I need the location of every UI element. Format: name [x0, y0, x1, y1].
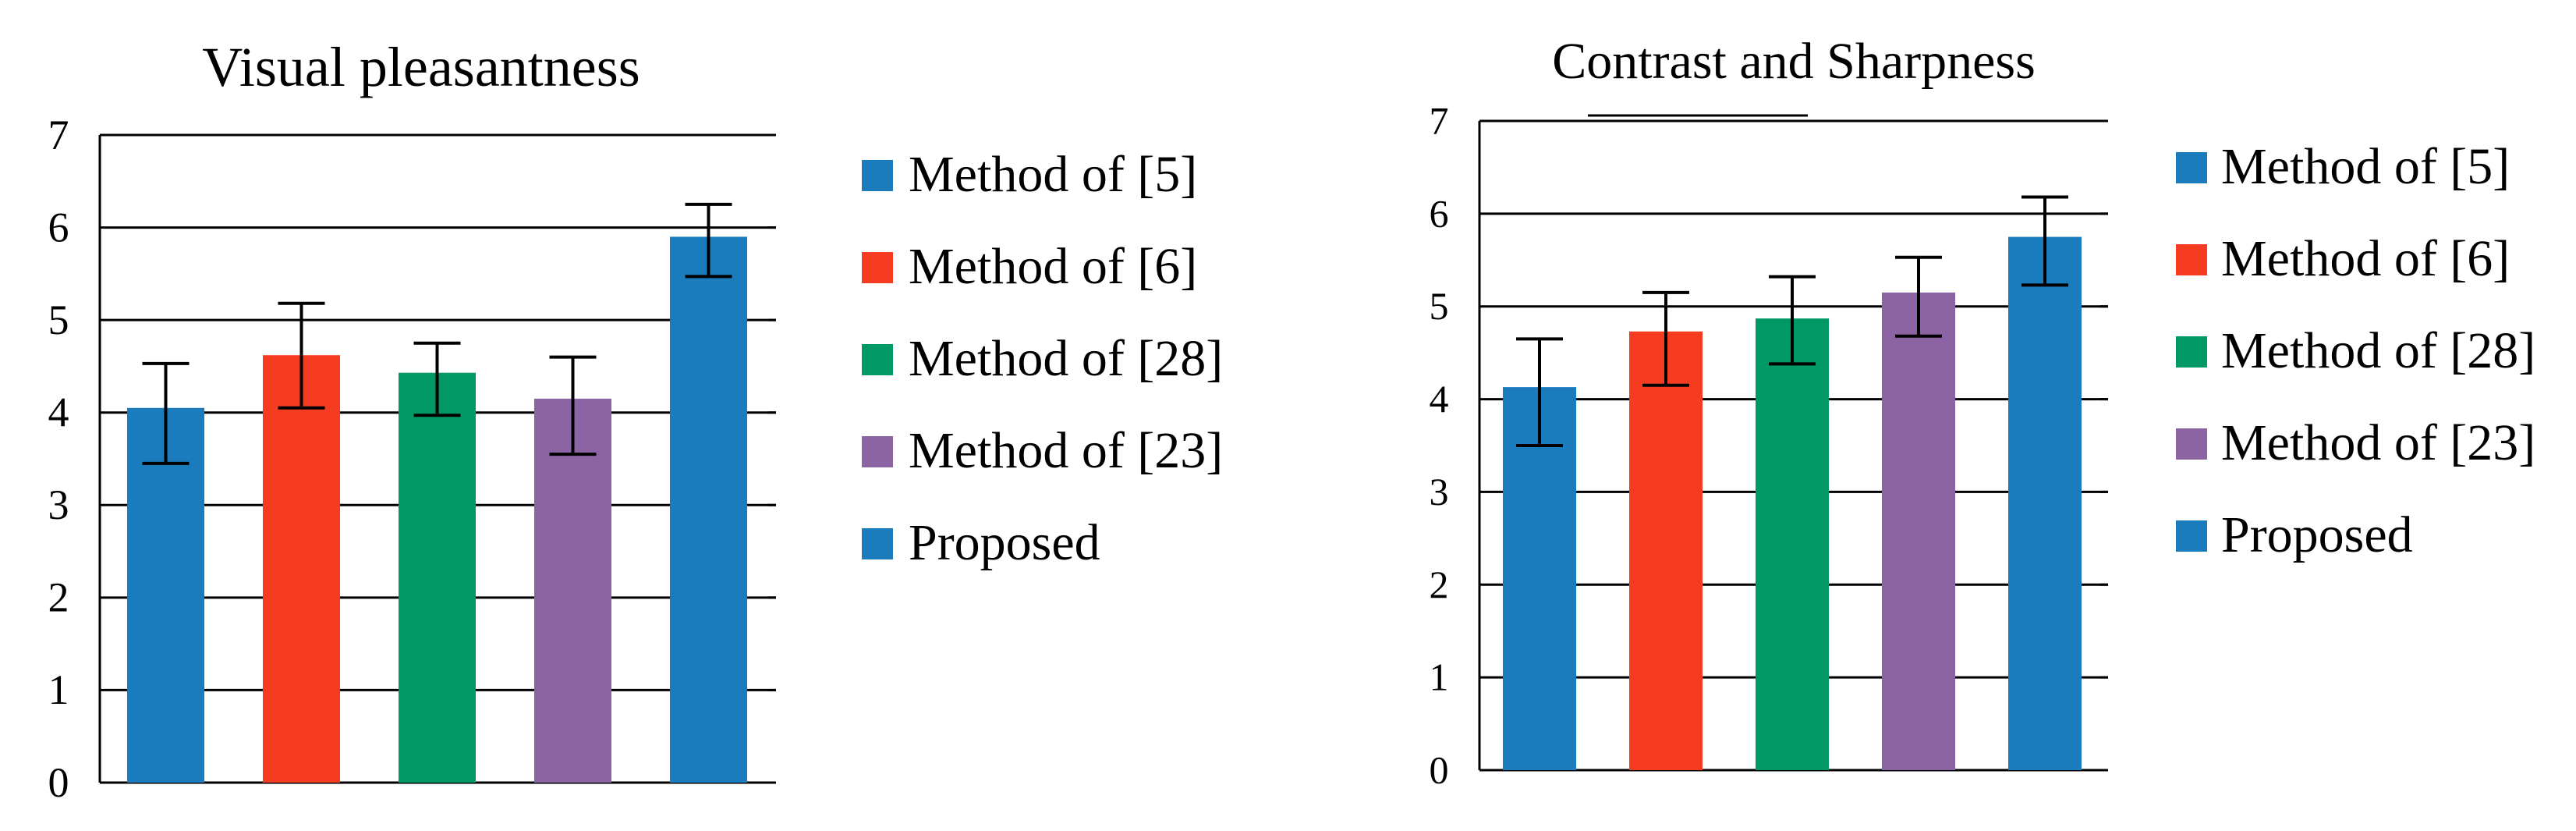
y-tick-label: 0	[1430, 748, 1449, 792]
y-tick-label: 3	[1430, 470, 1449, 513]
legend: Method of [5] Method of [6] Method of [2…	[2176, 138, 2535, 563]
y-tick-label: 2	[1430, 563, 1449, 606]
y-tick-label: 4	[48, 389, 69, 436]
y-tick-label: 6	[1430, 191, 1449, 235]
legend-label: Method of [6]	[2221, 230, 2510, 287]
y-tick-label: 6	[48, 204, 69, 250]
y-tick-label: 2	[48, 574, 69, 621]
plot-area: 0 1 2 3 4 5 6 7	[48, 112, 776, 806]
legend-label: Proposed	[2221, 506, 2413, 563]
y-tick-label: 4	[1430, 377, 1449, 421]
legend-label: Method of [5]	[2221, 138, 2510, 195]
y-tick-label: 3	[48, 481, 69, 528]
legend-swatch-method-5	[862, 160, 893, 191]
legend-label: Method of [5]	[909, 146, 1197, 203]
legend-swatch-method-28	[2176, 336, 2207, 368]
y-tick-label: 5	[1430, 284, 1449, 328]
y-tick-label: 1	[1430, 655, 1449, 699]
legend-item: Method of [23]	[862, 422, 1223, 479]
legend-item: Method of [5]	[2176, 138, 2510, 195]
legend-swatch-method-23	[862, 436, 893, 467]
bar	[399, 372, 476, 783]
y-tick-labels: 0 1 2 3 4 5 6 7	[1430, 99, 1449, 792]
legend-swatch-method-5	[2176, 152, 2207, 183]
legend-label: Method of [23]	[909, 422, 1223, 479]
legend-item: Method of [5]	[862, 146, 1197, 203]
plot-area: 0 1 2 3 4 5 6 7	[1430, 99, 2108, 792]
legend: Method of [5] Method of [6] Method of [2…	[862, 146, 1223, 571]
legend-item: Proposed	[862, 514, 1100, 571]
legend-item: Method of [6]	[2176, 230, 2510, 287]
legend-item: Proposed	[2176, 506, 2413, 563]
chart-title: Contrast and Sharpness	[1552, 33, 2036, 90]
y-tick-label: 1	[48, 666, 69, 713]
bar	[1882, 292, 1955, 770]
bar	[127, 407, 204, 783]
legend-item: Method of [6]	[862, 238, 1197, 295]
y-tick-label: 7	[1430, 99, 1449, 143]
legend-label: Proposed	[909, 514, 1100, 571]
legend-swatch-method-23	[2176, 428, 2207, 460]
legend-label: Method of [28]	[2221, 322, 2535, 379]
error-bars	[142, 202, 732, 465]
bar	[534, 398, 611, 783]
legend-swatch-proposed	[2176, 520, 2207, 552]
legend-item: Method of [28]	[2176, 322, 2535, 379]
chart-title: Visual pleasantness	[202, 36, 640, 98]
legend-item: Method of [23]	[2176, 414, 2535, 471]
bar	[1503, 387, 1576, 770]
bar	[670, 236, 747, 783]
legend-swatch-method-6	[862, 252, 893, 283]
y-tick-labels: 0 1 2 3 4 5 6 7	[48, 112, 69, 806]
legend-item: Method of [28]	[862, 330, 1223, 387]
legend-swatch-proposed	[862, 528, 893, 559]
legend-label: Method of [23]	[2221, 414, 2535, 471]
error-bars	[1516, 195, 2068, 447]
bar	[1756, 318, 1829, 770]
y-tick-label: 7	[48, 112, 69, 158]
legend-label: Method of [28]	[909, 330, 1223, 387]
legend-label: Method of [6]	[909, 238, 1197, 295]
bars	[127, 236, 747, 783]
chart-visual-pleasantness: Visual pleasantness 0 1 2 3 4 5 6 7 Method of […	[48, 36, 1224, 806]
bar	[263, 355, 340, 783]
chart-contrast-sharpness: Contrast and Sharpness 0 1 2 3 4 5 6 7 Method o…	[1430, 33, 2536, 792]
legend-swatch-method-6	[2176, 244, 2207, 275]
bar	[2008, 236, 2082, 771]
y-tick-label: 0	[48, 759, 69, 806]
y-tick-label: 5	[48, 297, 69, 343]
bar	[1629, 331, 1703, 770]
legend-swatch-method-28	[862, 344, 893, 375]
bars	[1503, 236, 2082, 771]
